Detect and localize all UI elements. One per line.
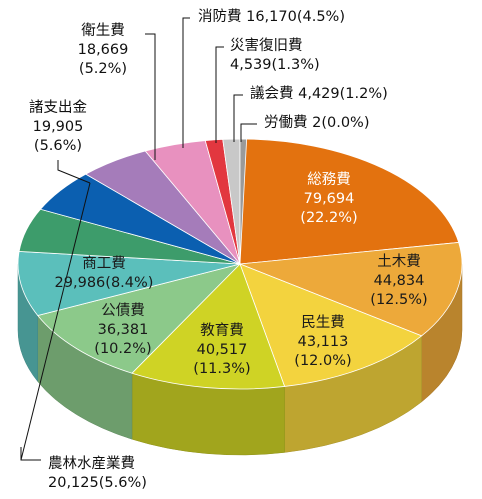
slice-1 xyxy=(239,241,463,337)
label-slice-8: 衛生費 18,669 (5.2%) xyxy=(78,22,129,77)
slice-12 xyxy=(239,138,248,265)
label-slice-2: 民生費 43,113 (12.0%) xyxy=(294,314,351,369)
slice-0 xyxy=(239,138,460,265)
label-slice-12: 労働費 2(0.0%) xyxy=(264,114,370,131)
label-slice-10: 災害復旧費 4,539(1.3%) xyxy=(230,37,320,73)
label-slice-0: 総務費 79,694 (22.2%) xyxy=(300,171,357,226)
leader-slice-9 xyxy=(182,17,190,148)
slice-labels: 総務費 79,694 (22.2%)土木費 44,834 (12.5%) 民生費 43,11… xyxy=(29,8,428,491)
leader-slice-8 xyxy=(145,33,156,160)
slice-5 xyxy=(17,250,241,316)
label-slice-11: 議会費 4,429(1.2%) xyxy=(250,84,388,102)
leader-slice-7 xyxy=(57,160,91,184)
pie-slices xyxy=(17,138,463,390)
leader-slice-12 xyxy=(240,123,257,142)
slice-3 xyxy=(131,263,286,390)
label-slice-7: 諸支出金 19,905 (5.6%) xyxy=(29,99,87,154)
label-slice-4: 公債費 36,381 (10.2%) xyxy=(94,302,151,357)
label-slice-6: 農林水産業費 20,125(5.6%) xyxy=(48,455,147,491)
label-slice-3: 教育費 40,517 (11.3%) xyxy=(193,322,250,377)
label-slice-5: 商工費 29,986(8.4%) xyxy=(55,255,154,291)
leader-lines xyxy=(20,17,257,461)
label-slice-9: 消防費 16,170(4.5%) xyxy=(198,8,345,25)
leader-slice-11 xyxy=(233,94,243,142)
slice-2 xyxy=(239,263,423,387)
slice-4 xyxy=(37,263,242,374)
leader-slice-6b xyxy=(20,182,91,461)
leader-slice-10 xyxy=(215,46,224,143)
pie-sides xyxy=(17,263,463,456)
label-slice-1: 土木費 44,834 (12.5%) xyxy=(370,253,427,308)
